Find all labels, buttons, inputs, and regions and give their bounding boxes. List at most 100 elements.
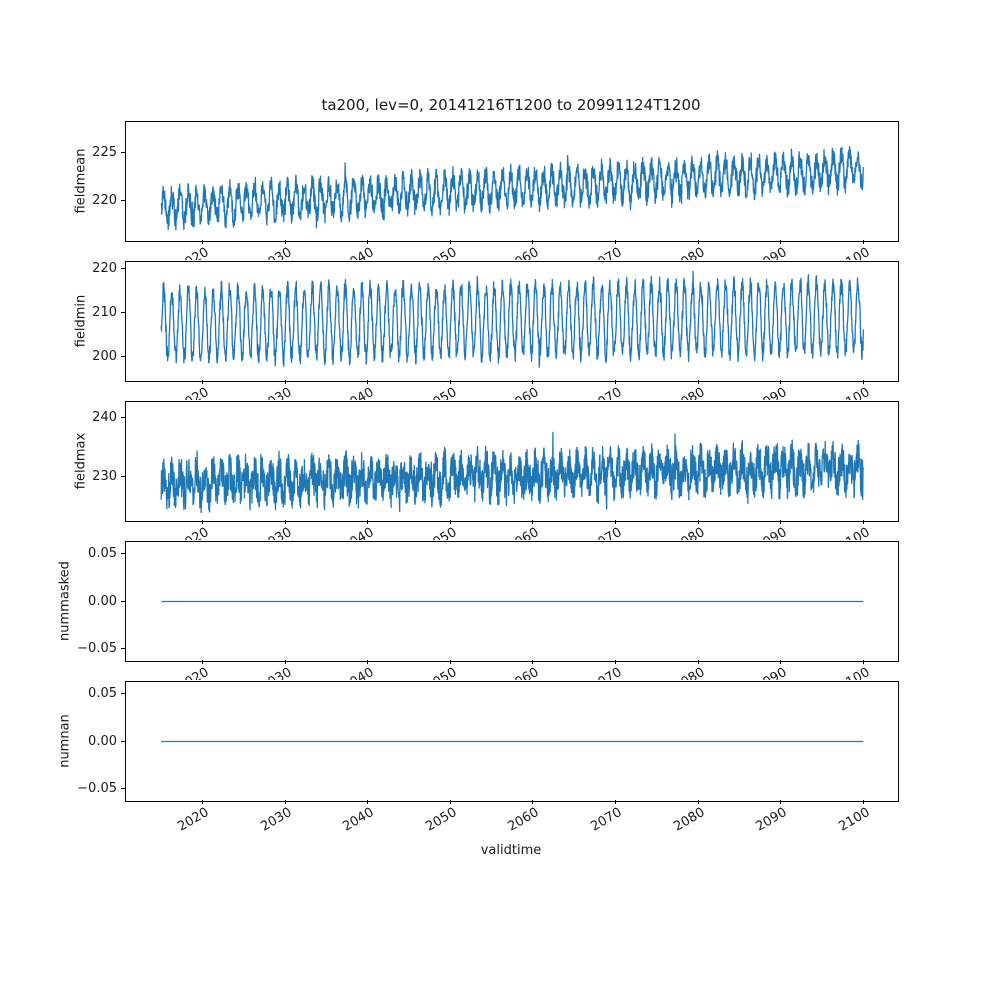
y-tick-label: 240 xyxy=(92,410,117,426)
subplot-numnan: numnan −0.05 0.00 0.05 2020 2030 2040 2050 2060… xyxy=(0,681,1000,835)
x-tick-label: 2070 xyxy=(588,665,625,680)
x-tick-mark xyxy=(367,380,369,384)
x-tick-label: 2030 xyxy=(257,525,295,540)
x-tick-label: 2030 xyxy=(257,665,295,680)
x-tick-label: 2090 xyxy=(753,525,790,540)
x-tick-label: 2070 xyxy=(588,525,625,540)
x-tick-mark xyxy=(697,520,699,524)
x-tick-mark xyxy=(615,520,617,524)
x-tick-label: 2050 xyxy=(423,525,460,540)
x-tick-label: 2020 xyxy=(175,385,212,400)
y-tick-mark xyxy=(121,788,125,790)
x-tick-label: 2020 xyxy=(175,245,212,260)
x-tick-mark xyxy=(367,660,369,664)
line-series-fieldmin xyxy=(160,270,864,368)
line-series-nummasked xyxy=(161,600,864,603)
x-tick-mark xyxy=(449,240,451,244)
x-tick-mark xyxy=(201,660,203,664)
x-tick-label: 2040 xyxy=(340,385,377,400)
x-tick-mark xyxy=(697,240,699,244)
x-tick-label: 2050 xyxy=(423,245,460,260)
x-tick-mark xyxy=(863,380,865,384)
y-tick-label: 210 xyxy=(92,304,117,320)
subplot-fieldmax: fieldmax 230 240 2020 2030 2040 2050 2060 2070 2… xyxy=(0,401,1000,540)
x-tick-label: 2030 xyxy=(257,245,295,260)
y-tick-label: 220 xyxy=(92,260,117,276)
chart-title: ta200, lev=0, 20141216T1200 to 20991124T… xyxy=(321,96,701,114)
x-tick-mark xyxy=(367,520,369,524)
x-tick-label: 2090 xyxy=(753,245,790,260)
x-tick-mark xyxy=(532,240,534,244)
x-tick-label: 2030 xyxy=(257,385,295,400)
x-tick-labels: 2020 2030 2040 2050 2060 2070 2080 2090 2100 xyxy=(0,380,1000,400)
x-tick-label: 2070 xyxy=(588,385,625,400)
line-series-fieldmean xyxy=(160,146,864,231)
y-tick-label: 0.05 xyxy=(88,685,117,701)
x-tick-mark xyxy=(449,660,451,664)
axes-frame-fieldmin xyxy=(125,261,899,382)
x-tick-label: 2100 xyxy=(836,385,873,400)
x-tick-mark xyxy=(615,240,617,244)
y-tick-mark xyxy=(121,151,125,153)
x-tick-labels: 2020 2030 2040 2050 2060 2070 2080 2090 2100 xyxy=(0,660,1000,680)
y-tick-label: 225 xyxy=(92,144,117,160)
x-tick-label: 2100 xyxy=(836,665,873,680)
x-tick-mark xyxy=(780,800,782,804)
line-series-numnan xyxy=(161,740,864,743)
x-tick-label: 2090 xyxy=(753,665,790,680)
y-tick-label: 200 xyxy=(92,348,117,364)
x-tick-mark xyxy=(284,240,286,244)
x-tick-mark xyxy=(615,660,617,664)
x-tick-mark xyxy=(284,660,286,664)
y-tick-label: 0.00 xyxy=(88,593,117,609)
subplot-fieldmean: fieldmean 220 225 2020 2030 2040 2050 2060 2070… xyxy=(0,121,1000,260)
x-tick-label: 2080 xyxy=(671,665,708,680)
x-tick-mark xyxy=(532,520,534,524)
x-tick-label: 2060 xyxy=(505,525,542,540)
x-tick-label: 2100 xyxy=(836,245,873,260)
x-tick-label: 2070 xyxy=(588,245,625,260)
x-tick-label: 2060 xyxy=(505,665,542,680)
x-tick-label: 2090 xyxy=(753,385,790,400)
x-tick-label: 2100 xyxy=(836,525,873,540)
axes-frame-fieldmax xyxy=(125,401,899,522)
y-tick-label: 220 xyxy=(92,192,117,208)
x-tick-label: 2040 xyxy=(340,245,377,260)
y-tick-label: −0.05 xyxy=(77,641,117,657)
x-tick-mark xyxy=(863,800,865,804)
x-tick-mark xyxy=(201,800,203,804)
axes-frame-nummasked xyxy=(125,541,899,662)
x-tick-label: 2040 xyxy=(340,665,377,680)
subplot-nummasked: nummasked −0.05 0.00 0.05 2020 2030 2040 2050 2… xyxy=(0,541,1000,680)
x-tick-label: 2040 xyxy=(340,525,377,540)
x-tick-mark xyxy=(697,660,699,664)
x-tick-mark xyxy=(863,520,865,524)
x-tick-mark xyxy=(449,800,451,804)
y-tick-label: 0.05 xyxy=(88,545,117,561)
y-tick-mark xyxy=(121,740,125,742)
y-tick-label: 0.00 xyxy=(88,733,117,749)
y-tick-mark xyxy=(121,692,125,694)
y-tick-label: 230 xyxy=(92,469,117,485)
x-tick-mark xyxy=(780,240,782,244)
x-tick-mark xyxy=(284,380,286,384)
subplot-fieldmin: fieldmin 200 210 220 2020 2030 2040 2050 2060 20… xyxy=(0,260,1000,400)
y-tick-label: −0.05 xyxy=(77,781,117,797)
y-tick-mark xyxy=(121,648,125,650)
x-tick-mark xyxy=(367,800,369,804)
y-tick-mark xyxy=(121,476,125,478)
x-tick-label: 2020 xyxy=(175,665,212,680)
x-tick-label: 2050 xyxy=(423,665,460,680)
x-tick-label: 2060 xyxy=(505,245,542,260)
x-tick-mark xyxy=(697,380,699,384)
x-tick-mark xyxy=(449,520,451,524)
axes-frame-fieldmean xyxy=(125,121,899,242)
x-tick-mark xyxy=(532,800,534,804)
x-tick-mark xyxy=(201,380,203,384)
x-tick-mark xyxy=(367,240,369,244)
x-tick-label: 2050 xyxy=(423,385,460,400)
x-tick-mark xyxy=(532,660,534,664)
x-tick-mark xyxy=(284,800,286,804)
y-axis-label-fieldmin: fieldmin xyxy=(73,294,89,347)
